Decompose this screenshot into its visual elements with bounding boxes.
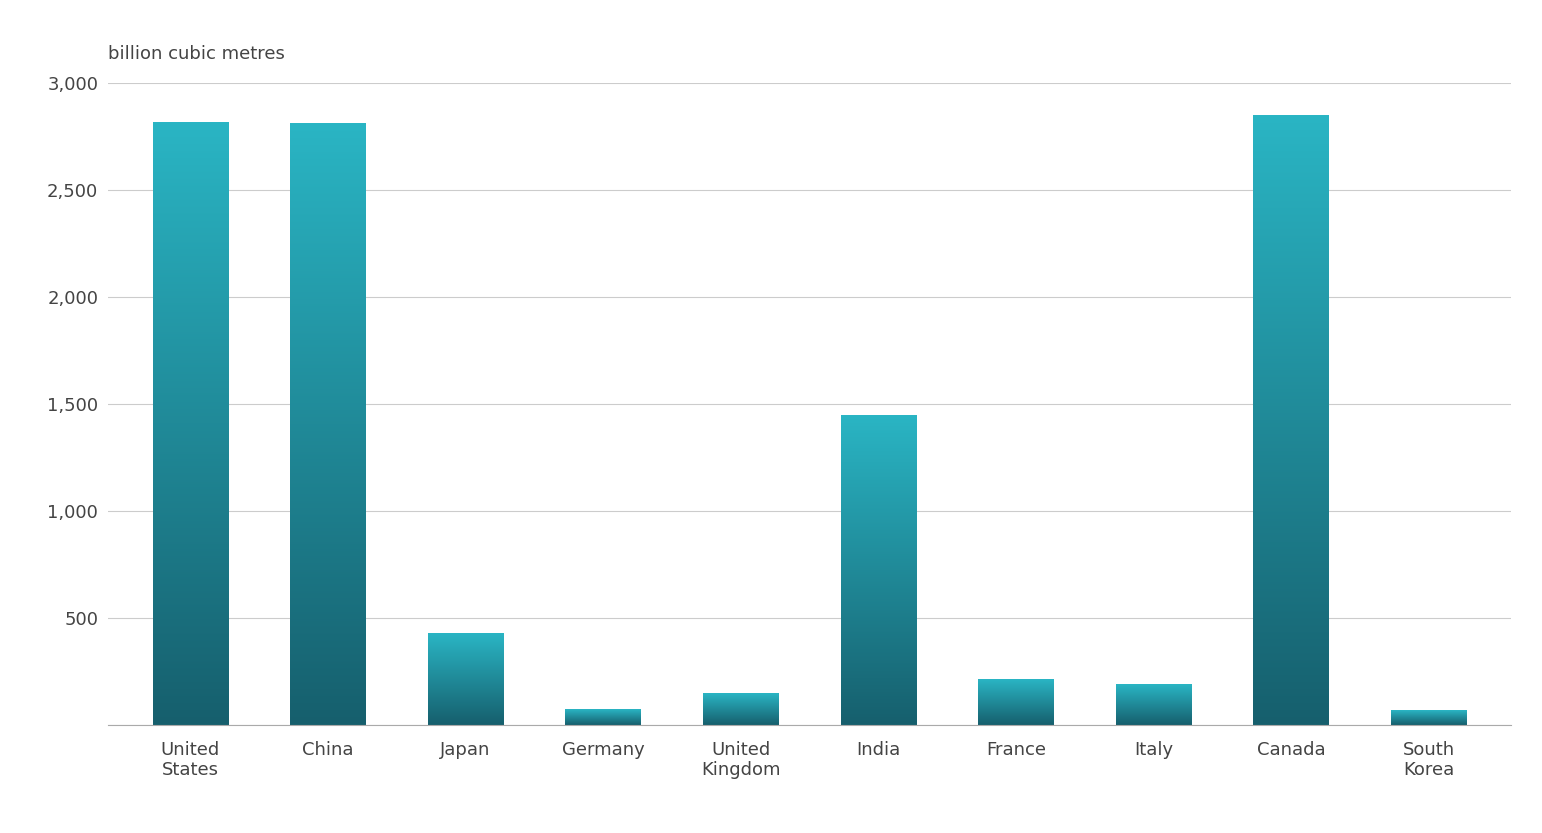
Text: billion cubic metres: billion cubic metres (108, 45, 285, 62)
